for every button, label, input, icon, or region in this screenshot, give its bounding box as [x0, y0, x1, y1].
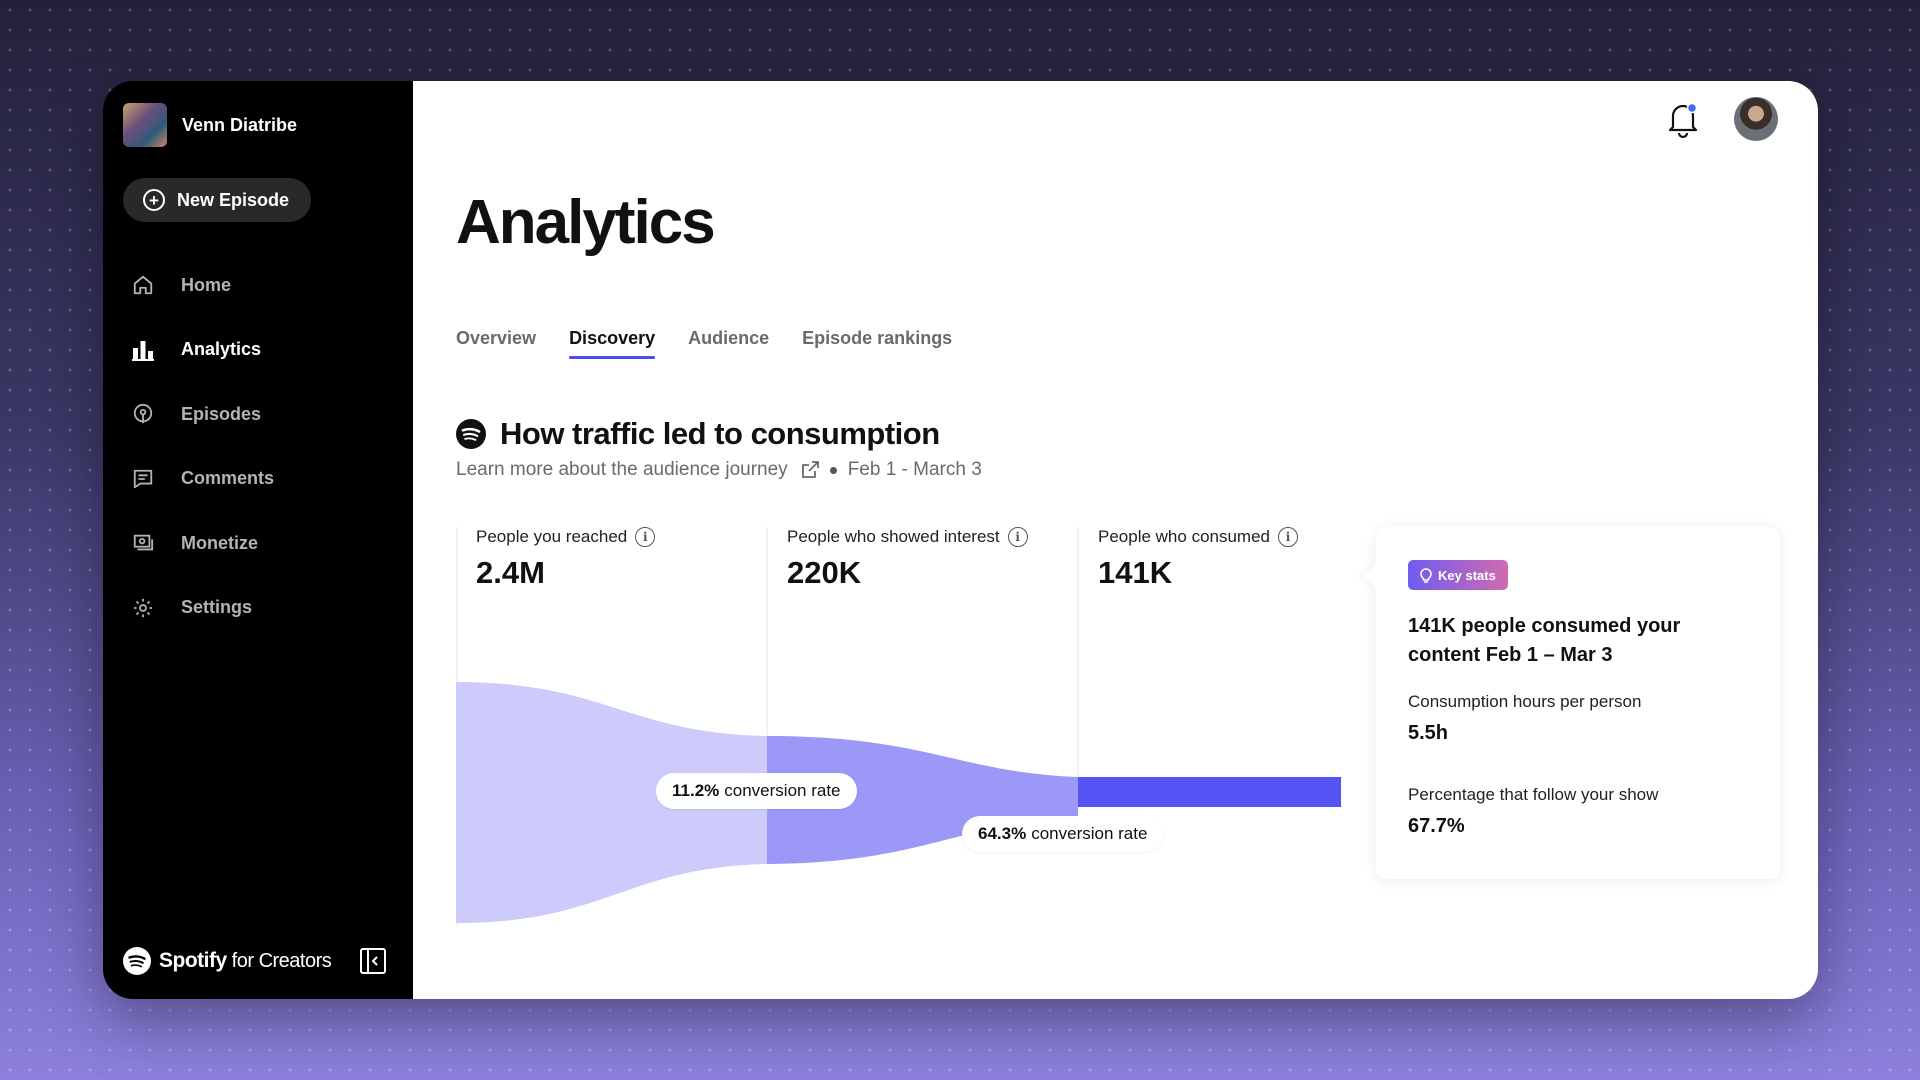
sidebar-item-label: Episodes	[181, 403, 262, 424]
info-icon[interactable]: i	[1007, 527, 1028, 547]
stage-value: 141K	[1098, 555, 1173, 590]
sidebar-footer: Spotify for Creators	[123, 947, 387, 975]
stat-label: Percentage that follow your show	[1408, 785, 1659, 804]
funnel-stage-interest	[767, 736, 1078, 864]
sidebar: Venn Diatribe + New Episode Home Analyti…	[103, 81, 413, 999]
brand-suffix: for Creators	[231, 949, 332, 972]
stage-value: 2.4M	[476, 555, 545, 590]
conversion-rate-value: 11.2%	[672, 781, 720, 800]
sidebar-item-label: Comments	[181, 468, 275, 489]
tab-overview[interactable]: Overview	[456, 328, 537, 348]
analytics-tabs: Overview Discovery Audience Episode rank…	[456, 328, 985, 359]
lightbulb-icon	[1420, 567, 1432, 583]
plus-circle-icon: +	[143, 189, 165, 211]
comment-icon	[131, 467, 155, 491]
info-icon[interactable]: i	[635, 527, 656, 547]
sidebar-item-analytics[interactable]: Analytics	[131, 318, 274, 383]
collapse-sidebar-icon	[360, 948, 386, 974]
badge-label: Key stats	[1438, 567, 1496, 583]
audience-journey-link[interactable]: Learn more about the audience journey	[456, 459, 788, 480]
conversion-rate-pill: 11.2% conversion rate	[656, 773, 857, 809]
conversion-rate-value: 64.3%	[978, 824, 1027, 843]
stage-value: 220K	[787, 555, 862, 590]
tab-discovery[interactable]: Discovery	[569, 328, 656, 359]
sidebar-item-label: Settings	[181, 597, 253, 618]
section-title-text: How traffic led to consumption	[500, 416, 940, 451]
stat-value: 67.7%	[1408, 815, 1465, 837]
brand-name: Spotify	[159, 949, 227, 972]
top-bar	[1665, 97, 1778, 141]
home-icon	[131, 273, 155, 297]
tab-audience[interactable]: Audience	[688, 328, 770, 348]
sidebar-item-episodes[interactable]: Episodes	[131, 382, 274, 447]
stage-label-text: People who consumed	[1098, 527, 1271, 546]
conversion-rate-text: conversion rate	[1031, 824, 1148, 843]
sidebar-item-label: Analytics	[181, 339, 262, 360]
funnel-stage-interest-info: People who showed interest i 220K	[767, 527, 1028, 591]
show-header[interactable]: Venn Diatribe	[123, 103, 297, 147]
funnel-graphic	[456, 527, 1341, 927]
spotify-icon	[123, 947, 151, 975]
stat-value: 5.5h	[1408, 722, 1449, 744]
sidebar-item-label: Monetize	[181, 532, 259, 553]
stat-label: Consumption hours per person	[1408, 692, 1642, 711]
podcast-icon	[131, 402, 155, 426]
sidebar-item-settings[interactable]: Settings	[131, 576, 274, 641]
notifications-button[interactable]	[1665, 99, 1701, 139]
bell-icon	[1668, 102, 1698, 139]
info-icon[interactable]: i	[1278, 527, 1299, 547]
sidebar-item-label: Home	[181, 274, 232, 295]
date-range: Feb 1 - March 3	[847, 459, 982, 480]
separator-dot	[829, 466, 837, 474]
external-link-icon[interactable]	[800, 460, 820, 480]
spotify-icon	[456, 419, 486, 449]
key-stats-card: Key stats 141K people consumed your cont…	[1376, 527, 1780, 879]
show-name: Venn Diatribe	[182, 114, 298, 135]
monetize-icon	[131, 531, 155, 555]
bar-chart-icon	[131, 338, 155, 362]
tab-episode-rankings[interactable]: Episode rankings	[802, 328, 953, 348]
section-subtitle: Learn more about the audience journey Fe…	[456, 459, 982, 481]
conversion-rate-text: conversion rate	[724, 781, 841, 800]
traffic-funnel: People you reached i 2.4M People who sho…	[456, 527, 1341, 927]
spotify-for-creators-logo: Spotify for Creators	[123, 947, 332, 975]
key-stats-headline: 141K people consumed your content Feb 1 …	[1408, 615, 1681, 666]
app-window: Venn Diatribe + New Episode Home Analyti…	[103, 81, 1818, 999]
stage-label-text: People you reached	[476, 527, 628, 546]
sidebar-item-home[interactable]: Home	[131, 253, 274, 318]
funnel-stage-reached-info: People you reached i 2.4M	[456, 527, 656, 591]
section-title: How traffic led to consumption	[456, 416, 940, 452]
new-episode-label: New Episode	[177, 189, 290, 210]
stage-label: People who consumed i	[1098, 527, 1299, 547]
stage-label: People you reached i	[476, 527, 656, 547]
sidebar-nav: Home Analytics Episodes Comments	[131, 253, 274, 640]
sidebar-item-comments[interactable]: Comments	[131, 447, 274, 512]
user-avatar[interactable]	[1734, 97, 1778, 141]
gear-icon	[131, 596, 155, 620]
show-cover-art	[123, 103, 167, 147]
new-episode-button[interactable]: + New Episode	[123, 178, 312, 222]
main-content: Analytics Overview Discovery Audience Ep…	[413, 81, 1818, 999]
page-title: Analytics	[456, 188, 716, 257]
stage-label-text: People who showed interest	[787, 527, 1000, 546]
conversion-rate-pill: 64.3% conversion rate	[962, 816, 1164, 852]
funnel-stage-consumed-info: People who consumed i 141K	[1078, 527, 1299, 591]
stage-label: People who showed interest i	[787, 527, 1028, 547]
funnel-stage-consumed	[1078, 777, 1341, 807]
collapse-sidebar-button[interactable]	[359, 947, 387, 975]
key-stats-badge: Key stats	[1408, 560, 1508, 590]
funnel-stage-reached	[456, 682, 767, 923]
sidebar-item-monetize[interactable]: Monetize	[131, 511, 274, 576]
